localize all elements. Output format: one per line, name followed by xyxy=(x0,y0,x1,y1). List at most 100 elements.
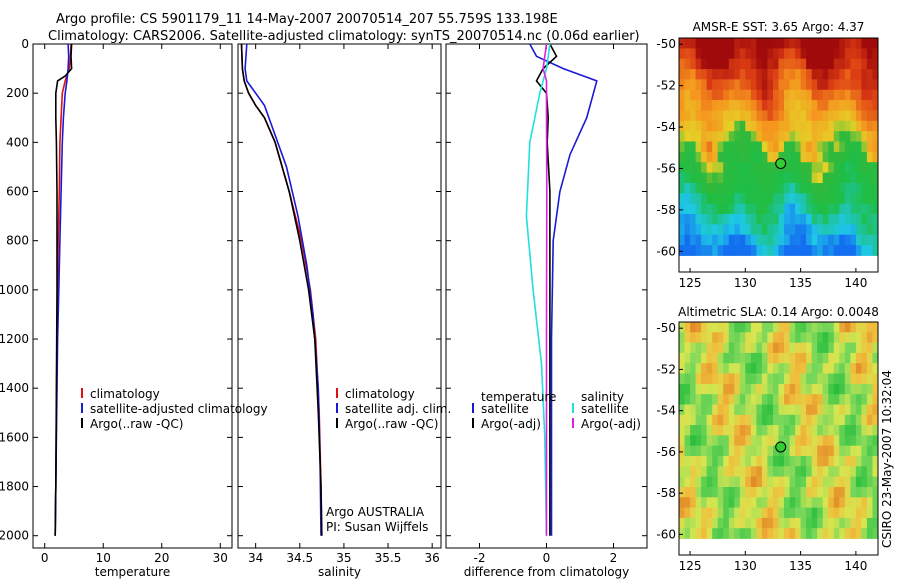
sst-map-cell xyxy=(806,58,812,70)
sla-map-cell xyxy=(706,425,713,436)
sla-map-cell xyxy=(679,466,685,477)
sla-map-cell xyxy=(706,507,713,519)
sst-map-cell xyxy=(761,203,768,215)
sst-map-cell xyxy=(679,183,685,194)
sst-map-cell xyxy=(817,224,824,236)
sst-map-cell xyxy=(728,162,735,173)
sst-map-cell xyxy=(839,183,846,194)
sla-map-cell xyxy=(767,528,774,539)
sla-map-cell xyxy=(828,435,835,447)
sla-map-cell xyxy=(701,425,707,436)
sst-map-cell xyxy=(828,120,835,132)
sla-map-cell xyxy=(866,466,873,477)
sla-map-cell xyxy=(833,352,840,364)
sla-map-cell xyxy=(861,352,868,364)
sla-map-cell xyxy=(767,466,774,477)
sla-map-cell xyxy=(872,394,879,405)
sla-map-cell xyxy=(833,435,840,447)
sst-map-cell xyxy=(717,193,724,205)
sla-map-cell xyxy=(828,404,835,416)
sst-map-cell xyxy=(706,38,713,49)
sla-map-cell xyxy=(767,322,774,333)
sst-map-cell xyxy=(778,58,785,70)
sla-map-cell xyxy=(712,456,719,467)
sst-map-cell xyxy=(861,110,868,122)
sst-map-cell xyxy=(690,38,696,49)
sst-map-cell xyxy=(872,100,879,111)
legend-entry: Argo(-adj) xyxy=(481,417,541,431)
sst-map-cell xyxy=(773,234,779,246)
sst-map-cell xyxy=(784,234,790,246)
difference-xtick-label: -2 xyxy=(474,551,486,565)
sst-map-cell xyxy=(712,224,719,236)
sla-map-cell xyxy=(866,425,873,436)
sst-map-cell xyxy=(695,131,702,142)
sla-map-cell xyxy=(833,487,840,498)
sla-map-cell xyxy=(855,404,862,416)
sla-map-cell xyxy=(844,342,851,354)
sst-map-cell xyxy=(784,58,790,70)
sla-map-cell xyxy=(695,497,702,508)
sst-map-cell xyxy=(739,48,746,60)
difference-xlabel: difference from climatology xyxy=(464,565,630,579)
sst-map-cell xyxy=(706,110,713,122)
sla-map-cell xyxy=(822,383,829,395)
sla-map-cell xyxy=(679,373,685,385)
sla-map-cell xyxy=(839,332,846,343)
sst-map-cell xyxy=(773,48,779,60)
sst-map-cell xyxy=(861,234,868,246)
sla-map-cell xyxy=(761,435,768,447)
sst-map-cell xyxy=(745,58,752,70)
sst-map-cell xyxy=(872,203,879,215)
temperature-ytick-label: 2000 xyxy=(0,529,29,543)
sla-map-cell xyxy=(789,466,796,477)
sla-map-cell xyxy=(811,404,818,416)
sla-map-cell xyxy=(850,425,857,436)
sla-map-cell xyxy=(800,487,807,498)
sla-map-cell xyxy=(756,342,763,354)
sla-map-cell xyxy=(773,404,779,416)
sla-map-cell xyxy=(844,487,851,498)
sla-map-cell xyxy=(695,352,702,364)
sla-map-cell xyxy=(839,528,846,539)
sla-map-cell xyxy=(839,342,846,354)
sla-map-cell xyxy=(684,352,691,364)
sla-map-cell xyxy=(745,363,752,374)
sst-map-cell xyxy=(761,224,768,236)
sst-map-cell xyxy=(839,58,846,70)
sst-map-cell xyxy=(850,214,857,225)
annotation-line-1: Argo AUSTRALIA xyxy=(326,505,425,519)
sst-map-cell xyxy=(872,183,879,194)
sst-map-cell xyxy=(750,48,757,60)
sla-map-cell xyxy=(833,383,840,395)
sla-map-cell xyxy=(706,528,713,539)
sst-map-cell xyxy=(811,120,818,132)
sst-map-cell xyxy=(745,234,752,246)
sst-map-cell xyxy=(811,183,818,194)
sla-map-cell xyxy=(806,456,812,467)
sst-map-cell xyxy=(795,120,801,132)
sla-map-cell xyxy=(789,425,796,436)
sla-map-cell xyxy=(811,435,818,447)
sla-map-cell xyxy=(795,466,801,477)
sst-map-cell xyxy=(806,69,812,80)
sst-map-cell xyxy=(844,38,851,49)
sla-map-cell xyxy=(811,425,818,436)
sst-map-cell xyxy=(723,69,730,80)
sst-map-cell xyxy=(706,193,713,205)
sst-map-cell xyxy=(695,193,702,205)
sla-map-cell xyxy=(844,363,851,374)
sst-map-cell xyxy=(833,214,840,225)
sst-map-cell xyxy=(855,58,862,70)
sla-map-cell xyxy=(728,394,735,405)
sla-map-cell xyxy=(679,352,685,364)
sst-map-cell xyxy=(839,89,846,101)
sla-map-cell xyxy=(717,383,724,395)
sla-map-cell xyxy=(806,404,812,416)
sla-map-cell xyxy=(844,425,851,436)
sst-map-cell xyxy=(872,79,879,91)
sst-map-cell xyxy=(839,131,846,142)
sla-map-cell xyxy=(861,497,868,508)
sst-map-cell xyxy=(817,183,824,194)
